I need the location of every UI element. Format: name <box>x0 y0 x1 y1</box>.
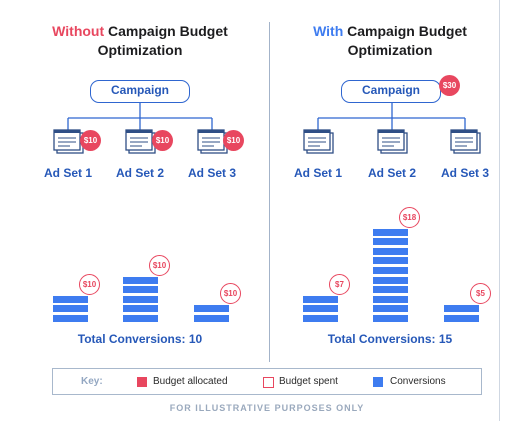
conversion-bar <box>194 315 229 322</box>
left-adset-1-label: Ad Set 1 <box>43 166 92 180</box>
conversion-bar <box>53 305 88 313</box>
left-title-line1: Campaign Budget <box>104 23 228 39</box>
left-adset-3-label: Ad Set 3 <box>187 166 236 180</box>
right-title: With Campaign Budget Optimization <box>290 22 490 60</box>
conversion-bar <box>303 295 338 303</box>
conversion-bar <box>444 305 479 313</box>
right-adset-3-spent-badge: $5 <box>470 283 491 305</box>
conversion-bar <box>373 228 408 236</box>
conversion-bar <box>373 286 408 294</box>
left-title-line2: Optimization <box>97 42 183 58</box>
conversion-bar <box>53 315 88 322</box>
footer-disclaimer: FOR ILLUSTRATIVE PURPOSES ONLY <box>169 403 365 413</box>
conversion-bar <box>53 295 88 303</box>
legend-budget-allocated-label: Budget allocated <box>153 376 228 387</box>
conversion-bar <box>123 276 158 284</box>
left-adset-3-allocated-badge: $10 <box>223 130 244 151</box>
conversion-bar <box>194 305 229 313</box>
right-adset-3-label: Ad Set 3 <box>440 166 489 180</box>
legend-conversions-label: Conversions <box>390 376 446 387</box>
conversion-bar <box>303 315 338 322</box>
left-adset-3-spent-badge: $10 <box>220 283 241 305</box>
conversion-bar <box>123 286 158 294</box>
conversion-bar <box>373 305 408 313</box>
legend-key: Key: Budget allocated Budget spent Conve… <box>52 368 482 395</box>
right-adset-1-spent-badge: $7 <box>329 273 350 295</box>
conversion-bar <box>373 247 408 255</box>
legend-conversions-swatch <box>373 377 383 387</box>
right-total-conversions: Total Conversions: 15 <box>327 332 453 346</box>
right-title-line2: Optimization <box>347 42 433 58</box>
legend-budget-spent-label: Budget spent <box>279 376 338 387</box>
conversion-bar <box>123 305 158 313</box>
conversion-bar <box>373 315 408 322</box>
right-title-highlight: With <box>313 23 344 39</box>
center-divider <box>269 22 270 362</box>
left-adset-2-label: Ad Set 2 <box>115 166 164 180</box>
left-adset-1-conversions <box>53 0 88 322</box>
right-title-line1: Campaign Budget <box>343 23 467 39</box>
conversion-bar <box>123 315 158 322</box>
left-adset-2-conversions <box>123 0 158 322</box>
left-adset-1-allocated-badge: $10 <box>80 130 101 151</box>
right-adset-3-conversions <box>444 0 479 322</box>
left-adset-3-conversions <box>194 0 229 322</box>
conversion-bar <box>373 238 408 246</box>
conversion-bar <box>373 295 408 303</box>
left-campaign-box: Campaign <box>90 80 190 103</box>
right-adset-1-conversions <box>303 0 338 322</box>
right-adset-2-spent-badge: $18 <box>399 206 420 228</box>
left-adset-1-spent-badge: $10 <box>79 273 100 295</box>
right-adset-2-conversions <box>373 0 408 322</box>
left-total-conversions: Total Conversions: 10 <box>77 332 203 346</box>
left-adset-2-spent-badge: $10 <box>149 254 170 276</box>
conversion-bar <box>303 305 338 313</box>
right-adset-2-label: Ad Set 2 <box>367 166 416 180</box>
legend-budget-spent-swatch <box>263 377 274 388</box>
conversion-bar <box>373 267 408 274</box>
legend-budget-allocated-swatch <box>137 377 147 387</box>
right-edge-divider <box>499 0 500 421</box>
conversion-bar <box>444 315 479 322</box>
conversion-bar <box>373 257 408 265</box>
left-title: Without Campaign Budget Optimization <box>40 22 240 60</box>
left-adset-2-allocated-badge: $10 <box>152 130 173 151</box>
conversion-bar <box>123 295 158 303</box>
right-campaign-budget-badge: $30 <box>439 75 460 96</box>
legend-key-label: Key: <box>81 376 103 387</box>
right-adset-1-label: Ad Set 1 <box>293 166 342 180</box>
conversion-bar <box>373 276 408 284</box>
left-title-highlight: Without <box>52 23 105 39</box>
